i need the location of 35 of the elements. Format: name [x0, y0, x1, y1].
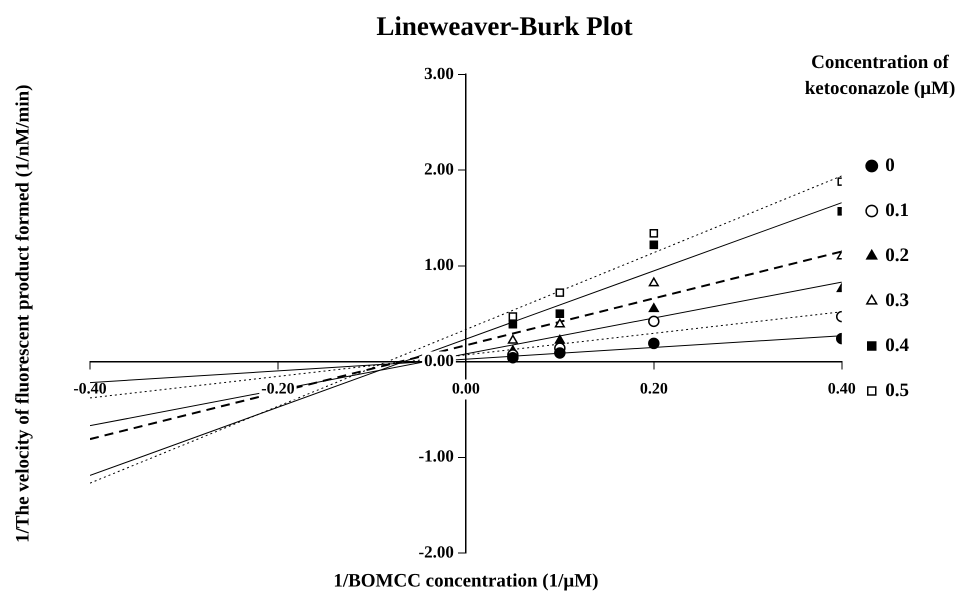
y-tick-label: 2.00	[424, 160, 454, 179]
point	[508, 320, 518, 329]
legend-label: 0.1	[885, 200, 909, 221]
legend-label: 0	[885, 154, 895, 176]
legend-title: Concentration of ketoconazole (μM)	[804, 51, 956, 101]
point	[650, 229, 658, 238]
x-axis-title: 1/BOMCC concentration (1/μM)	[333, 570, 598, 592]
point	[508, 334, 518, 344]
x-tick-label: 0.40	[828, 380, 856, 398]
x-tick-label: -0.20	[261, 380, 295, 398]
y-tick-label: -2.00	[418, 542, 454, 562]
legend-label: 0.5	[885, 380, 909, 401]
point	[648, 277, 659, 286]
legend-label: 0.2	[885, 244, 909, 266]
point	[554, 334, 565, 344]
point	[556, 309, 564, 318]
legend-label: 0.4	[885, 334, 910, 356]
point	[648, 338, 660, 350]
x-tick-label: -0.40	[73, 380, 107, 398]
point	[556, 288, 564, 297]
x-tick-label: 0.20	[640, 380, 668, 398]
legend-label: 0.3	[885, 290, 909, 311]
y-tick-label: 1.00	[424, 255, 454, 274]
point	[507, 352, 519, 364]
point	[650, 240, 658, 250]
y-tick-label: -1.00	[418, 446, 454, 466]
y-tick-label: 0.00	[424, 350, 454, 370]
point	[648, 303, 659, 312]
point	[554, 347, 566, 359]
point	[554, 318, 565, 328]
x-tick-label: 0.00	[452, 380, 480, 398]
y-axis-title: 1/The velocity of fluorescent product formed (1/nM/min)	[12, 84, 34, 543]
chart-title: Lineweaver-Burk Plot	[376, 11, 633, 42]
point	[648, 316, 660, 328]
y-tick-label: 3.00	[424, 64, 454, 83]
